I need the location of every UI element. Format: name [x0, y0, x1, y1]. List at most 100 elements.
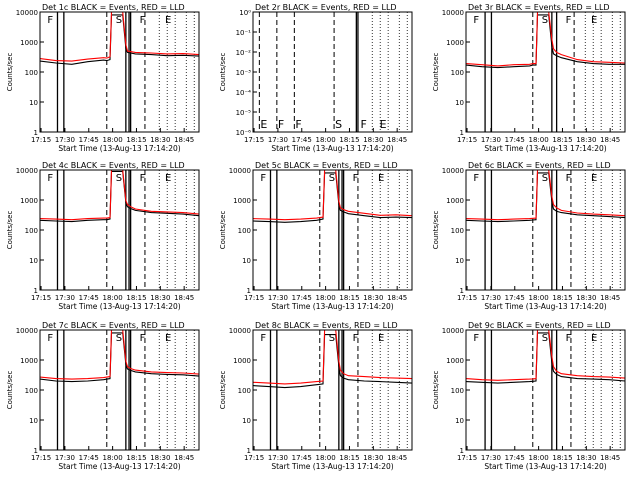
panel-title: Det 3r BLACK = Events, RED = LLD	[468, 3, 610, 12]
flag-letter: F	[278, 118, 284, 131]
plot-area	[40, 12, 199, 132]
x-tick-label: 17:15	[244, 454, 264, 462]
x-tick-label: 17:15	[244, 294, 264, 302]
y-tick-label: 10	[242, 417, 251, 425]
y-tick-label: 1	[247, 447, 251, 455]
x-tick-label: 18:15	[126, 136, 146, 144]
flag-letter: S	[116, 15, 122, 26]
series-line-lld	[466, 170, 625, 221]
y-axis-label: Counts/sec	[219, 53, 227, 92]
x-tick-label: 18:30	[150, 454, 170, 462]
flag-letter: F	[566, 173, 572, 184]
x-tick-label: 17:45	[292, 454, 312, 462]
y-tick-label: 1	[34, 287, 38, 295]
x-tick-label: 17:30	[481, 294, 501, 302]
flag-letter: F	[47, 173, 53, 184]
x-tick-label: 17:45	[292, 136, 312, 144]
x-tick-label: 18:00	[103, 454, 123, 462]
x-tick-label: 17:15	[457, 454, 477, 462]
flag-letter: F	[473, 173, 479, 184]
x-axis-label: Start Time (13-Aug-13 17:14:20)	[484, 302, 606, 311]
flag-letter: S	[329, 333, 335, 344]
y-tick-label: 100	[25, 387, 38, 395]
y-tick-label: 10	[29, 99, 38, 107]
y-tick-label: 10⁻¹	[236, 29, 252, 37]
x-tick-label: 18:45	[387, 454, 407, 462]
x-tick-label: 17:30	[268, 294, 288, 302]
x-tick-label: 17:45	[79, 136, 99, 144]
x-tick-label: 17:45	[79, 294, 99, 302]
x-tick-label: 17:15	[244, 136, 264, 144]
y-tick-label: 1000	[446, 197, 464, 205]
x-tick-label: 17:15	[31, 454, 51, 462]
y-tick-label: 1000	[446, 357, 464, 365]
y-tick-label: 10000	[229, 167, 251, 175]
y-tick-label: 10⁰	[239, 9, 251, 17]
flag-letter: E	[378, 173, 384, 184]
y-tick-label: 100	[451, 227, 464, 235]
x-tick-label: 18:45	[387, 294, 407, 302]
panel-title: Det 4c BLACK = Events, RED = LLD	[42, 161, 185, 170]
y-tick-label: 10000	[229, 327, 251, 335]
x-tick-label: 18:15	[126, 454, 146, 462]
plot-area	[466, 330, 625, 450]
flag-letter: S	[542, 173, 548, 184]
flag-letter: E	[165, 15, 171, 26]
panel-title: Det 2r BLACK = Events, RED = LLD	[255, 3, 397, 12]
y-tick-label: 10⁻⁴	[236, 89, 252, 97]
flag-letter: S	[335, 118, 342, 131]
y-tick-label: 10⁻³	[236, 69, 252, 77]
panel-det7: Det 7c BLACK = Events, RED = LLD F S F E 1 10 1…	[6, 321, 200, 471]
panel-det3: Det 3r BLACK = Events, RED = LLD F S F E 1 10 1…	[432, 3, 626, 153]
x-tick-label: 18:15	[339, 136, 359, 144]
y-tick-label: 10⁻⁵	[236, 109, 252, 117]
x-axis-label: Start Time (13-Aug-13 17:14:20)	[271, 462, 393, 471]
panel-title: Det 6c BLACK = Events, RED = LLD	[468, 161, 611, 170]
x-axis-label: Start Time (13-Aug-13 17:14:20)	[58, 302, 180, 311]
y-axis-label: Counts/sec	[219, 211, 227, 250]
x-tick-label: 18:45	[174, 136, 194, 144]
flag-letter: F	[353, 173, 359, 184]
x-tick-label: 18:15	[339, 454, 359, 462]
panel-det8: Det 8c BLACK = Events, RED = LLD F S F E 1 10 1…	[219, 321, 413, 471]
y-tick-label: 1	[460, 287, 464, 295]
x-tick-label: 18:00	[529, 136, 549, 144]
x-tick-label: 18:45	[174, 454, 194, 462]
flag-letter: F	[260, 173, 266, 184]
y-tick-label: 1000	[20, 197, 38, 205]
flag-letter: E	[380, 118, 387, 131]
y-axis-label: Counts/sec	[6, 371, 14, 410]
y-axis-label: Counts/sec	[219, 371, 227, 410]
x-tick-label: 17:45	[79, 454, 99, 462]
flag-letter: E	[260, 118, 267, 131]
y-tick-label: 10	[455, 257, 464, 265]
x-axis-label: Start Time (13-Aug-13 17:14:20)	[58, 462, 180, 471]
y-tick-label: 10	[455, 417, 464, 425]
flag-letter: S	[329, 173, 335, 184]
series-line-lld	[466, 330, 625, 381]
x-tick-label: 18:45	[174, 294, 194, 302]
x-tick-label: 18:15	[126, 294, 146, 302]
y-tick-label: 100	[451, 69, 464, 77]
y-axis-label: Counts/sec	[432, 211, 440, 250]
panel-title: Det 8c BLACK = Events, RED = LLD	[255, 321, 398, 330]
flag-letter: E	[591, 15, 597, 26]
flag-letter: F	[140, 173, 146, 184]
x-tick-label: 18:30	[363, 454, 383, 462]
x-tick-label: 17:30	[481, 136, 501, 144]
x-tick-label: 17:15	[31, 136, 51, 144]
x-tick-label: 18:45	[387, 136, 407, 144]
flag-letter: F	[361, 118, 367, 131]
y-tick-label: 1	[247, 287, 251, 295]
y-tick-label: 1	[34, 129, 38, 137]
x-axis-label: Start Time (13-Aug-13 17:14:20)	[271, 144, 393, 153]
flag-letter: E	[378, 333, 384, 344]
y-tick-label: 1000	[20, 357, 38, 365]
plot-area	[466, 170, 625, 290]
y-tick-label: 100	[25, 227, 38, 235]
x-tick-label: 18:00	[529, 454, 549, 462]
x-tick-label: 17:45	[292, 294, 312, 302]
x-tick-label: 18:45	[600, 294, 620, 302]
